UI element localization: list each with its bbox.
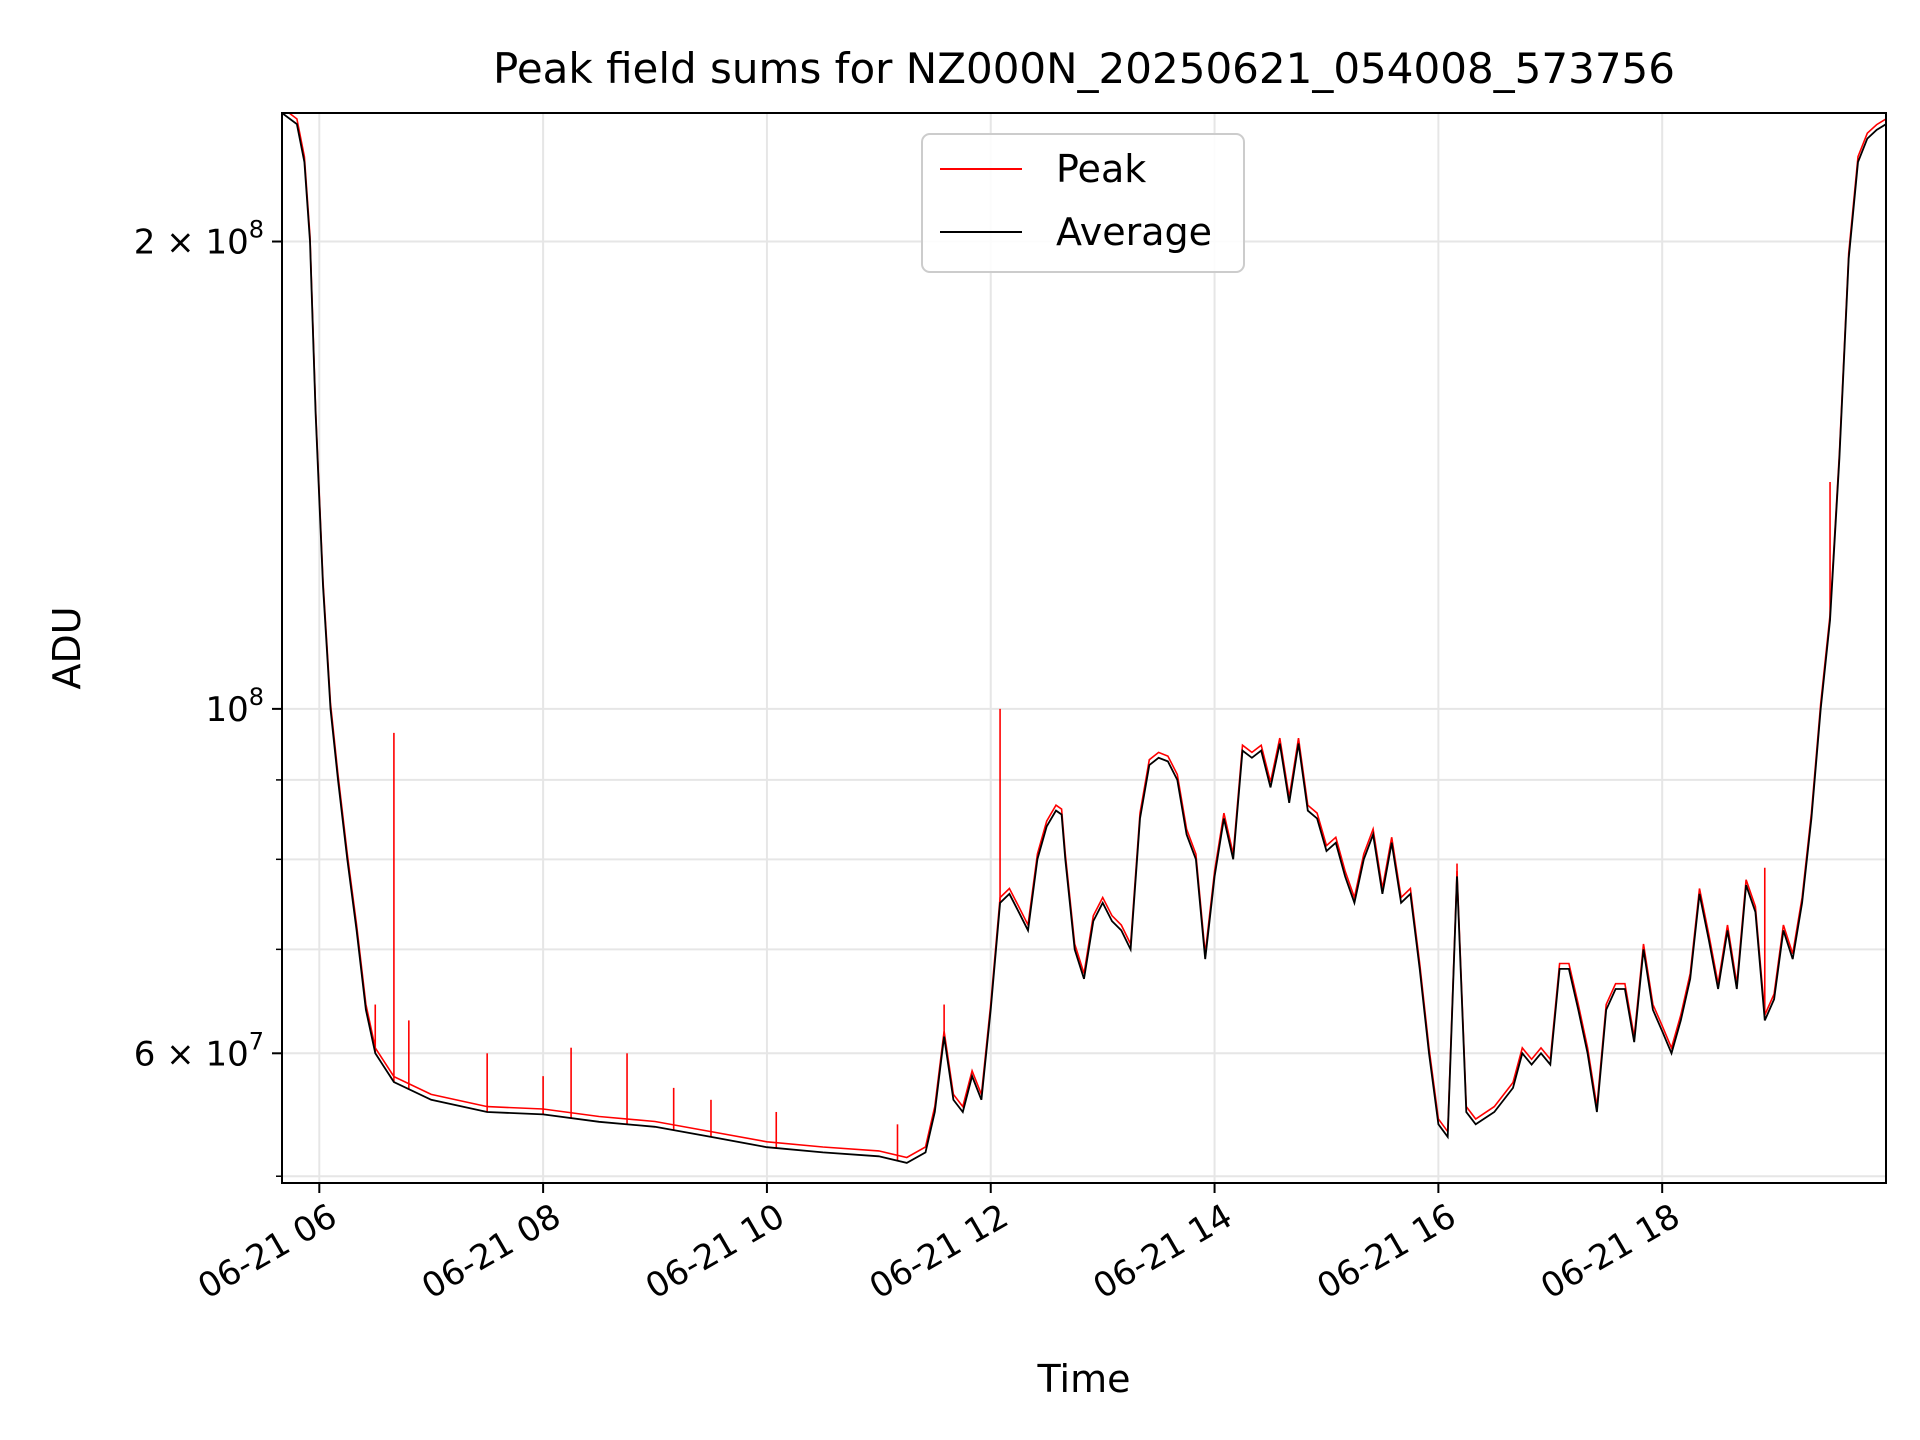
y-tick-label: 108 (205, 683, 264, 730)
legend-label-peak: Peak (1056, 147, 1146, 191)
series-layer (282, 113, 1886, 1164)
y-axis-label: ADU (45, 606, 89, 689)
y-tick-label: 6 × 107 (134, 1027, 264, 1074)
plot-area (282, 113, 1886, 1164)
chart-title: Peak field sums for NZ000N_20250621_0540… (493, 44, 1675, 93)
legend-label-average: Average (1056, 210, 1212, 254)
grid-lines (282, 113, 1886, 1183)
series-line-average (282, 113, 1886, 1164)
y-axis: 2 × 108 108 6 × 107 (134, 216, 282, 1177)
y-tick-label: 2 × 108 (134, 216, 264, 263)
legend: Peak Average (921, 133, 1245, 273)
x-axis-label: Time (1037, 1357, 1131, 1401)
plot-frame (281, 112, 1887, 1184)
